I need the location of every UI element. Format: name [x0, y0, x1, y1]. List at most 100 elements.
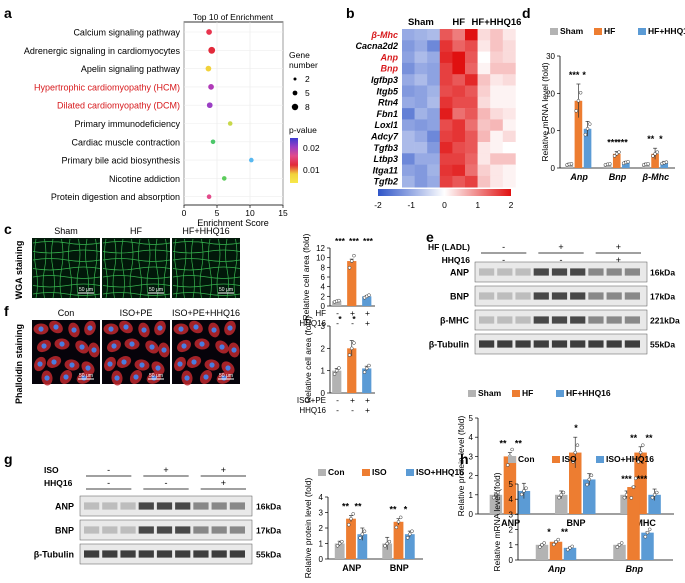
- a-legend-size-title-1: Gene: [289, 50, 310, 60]
- d-data-point: [587, 122, 592, 126]
- f-image-title: ISO+PE: [120, 308, 153, 318]
- f-image-title: ISO+PE+HHQ16: [172, 308, 240, 318]
- g-legend-swatch: [318, 469, 326, 476]
- b-heatmap-cell: [502, 119, 516, 131]
- b-scale-tick: -1: [407, 200, 415, 210]
- b-heatmap-cell: [427, 62, 441, 75]
- b-scale-tick: 0: [442, 200, 447, 210]
- a-xtick-label: 0: [182, 208, 187, 218]
- g-blot-band: [84, 526, 100, 534]
- b-heatmap-cell: [427, 96, 441, 109]
- f-cell-nucleus: [219, 344, 225, 350]
- a-legend-size-dot-5: [292, 90, 298, 96]
- f-cell-nucleus: [69, 362, 75, 368]
- e-blot-band: [479, 340, 495, 348]
- c-side-label: WGA staining: [14, 241, 24, 300]
- b-heatmap-cell: [402, 74, 415, 86]
- b-heatmap-cell: [414, 164, 428, 177]
- b-heatmap-cell: [427, 142, 441, 154]
- b-heatmap-cell: [465, 74, 478, 86]
- c-y-tick-label: 2: [321, 292, 326, 301]
- f-data-point: [367, 363, 371, 368]
- c-image-title: HF+HHQ16: [182, 226, 229, 236]
- f-cell-nucleus: [181, 343, 187, 349]
- b-heatmap-cell: [402, 40, 415, 52]
- e-significance-mark: **: [515, 439, 523, 449]
- d-bar: [622, 162, 630, 168]
- g-blot-band: [138, 526, 154, 534]
- b-heatmap-cell: [402, 119, 415, 131]
- g-data-point: [351, 512, 355, 516]
- g-blot-band: [120, 526, 136, 534]
- f-side-label: Phalloidin staining: [14, 324, 24, 404]
- e-blot-band: [497, 292, 513, 300]
- d-data-point: [608, 162, 612, 166]
- f-cell-nucleus: [178, 326, 184, 332]
- b-heatmap-cell: [490, 62, 504, 75]
- g-blot-size-label: 55kDa: [256, 550, 281, 560]
- h-significance-mark: ***: [637, 474, 648, 484]
- b-heatmap-cell: [439, 51, 453, 64]
- b-heatmap-cell: [439, 96, 453, 109]
- f-cell-nucleus: [141, 327, 147, 333]
- e-bar: [648, 494, 661, 514]
- f-cell-nucleus: [231, 347, 237, 353]
- c-y-tick-label: 6: [321, 273, 326, 282]
- b-heatmap-cell: [439, 29, 453, 41]
- a-color-bar: [290, 138, 298, 183]
- g-blot-band: [102, 526, 118, 534]
- e-blot-band: [497, 268, 513, 276]
- b-heatmap-cell: [477, 29, 491, 41]
- f-cell-nucleus: [63, 374, 69, 380]
- g-blot-band: [211, 526, 227, 534]
- g-blot-header-mark: -: [165, 478, 168, 488]
- g-blot-header-mark: -: [107, 478, 110, 488]
- e-blot-band: [533, 268, 549, 276]
- b-heatmap-cell: [452, 40, 466, 52]
- a-pathway-label: Nicotine addiction: [109, 174, 180, 184]
- d-data-point: [612, 154, 617, 158]
- e-significance-mark: *: [574, 423, 578, 433]
- g-bar: [382, 543, 393, 559]
- a-pathway-label: Hypertrophic cardiomyopathy (HCM): [34, 82, 180, 92]
- b-heatmap-cell: [414, 142, 428, 154]
- f-data-point: [337, 366, 341, 370]
- b-heatmap-cell: [465, 29, 478, 41]
- c-data-point: [337, 298, 341, 303]
- e-data-point: [650, 495, 655, 500]
- a-enrichment-dot: [227, 121, 233, 126]
- b-heatmap-cell: [465, 96, 478, 109]
- a-pathway-label: Dilated cardiomyopathy (DCM): [57, 101, 180, 111]
- b-heatmap-cell: [439, 119, 453, 131]
- b-heatmap-cell: [402, 142, 415, 154]
- g-data-point: [358, 536, 362, 540]
- c-cell-membranes: [32, 238, 101, 299]
- b-gene-label: Cacna2d2: [355, 41, 398, 51]
- e-data-point: [641, 443, 645, 447]
- b-heatmap-cell: [402, 96, 415, 109]
- h-data-point: [556, 537, 560, 542]
- d-bar: [583, 128, 592, 168]
- e-blot-band: [570, 316, 586, 324]
- g-bar: [357, 534, 368, 559]
- e-blot-band: [479, 292, 495, 300]
- g-blot-band: [138, 550, 154, 558]
- b-heatmap-cell: [477, 96, 491, 109]
- f-bar: [347, 348, 357, 393]
- e-blot-protein-label: BNP: [450, 292, 469, 302]
- a-pathway-label: Primary immunodeficiency: [74, 119, 180, 129]
- e-blot-band: [479, 268, 495, 276]
- b-heatmap-cell: [427, 40, 441, 52]
- f-cell-nucleus: [71, 327, 77, 333]
- g-data-point: [349, 516, 353, 521]
- b-heatmap-cell: [477, 130, 491, 143]
- e-bar: [489, 494, 503, 514]
- g-data-point: [396, 520, 401, 524]
- g-blot-header-mark: +: [221, 478, 226, 488]
- f-cell-nucleus: [209, 362, 215, 368]
- g-y-tick-label: 2: [319, 524, 324, 533]
- b-heatmap-cell: [414, 40, 428, 52]
- e-legend-swatch: [468, 390, 476, 397]
- e-blot-band: [570, 292, 586, 300]
